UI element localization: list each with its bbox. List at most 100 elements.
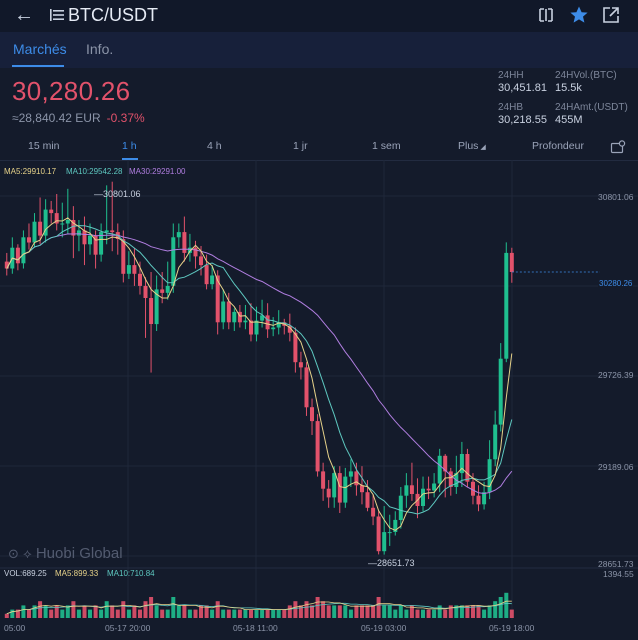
interval-1d[interactable]: 1 jr (293, 140, 308, 152)
volume-ma5-legend: MA5:899.33 (55, 569, 99, 578)
candle-body (232, 311, 237, 323)
ma10-line (6, 225, 513, 515)
chart-settings-icon[interactable] (610, 139, 626, 155)
menu-icon[interactable] (50, 8, 64, 22)
candle-body (493, 424, 498, 460)
candle-body (448, 471, 453, 487)
candle-body (54, 213, 59, 224)
volume-bar (76, 609, 81, 618)
volume-bar (143, 601, 148, 618)
candlestick-chart[interactable] (0, 160, 638, 635)
candle-body (82, 230, 87, 245)
volume-bar (493, 601, 498, 618)
candle-body (132, 265, 137, 274)
candle-body (426, 488, 431, 491)
volume-bar (337, 605, 342, 618)
volume-bar (287, 605, 292, 618)
candle-body (376, 516, 381, 552)
tab-markets[interactable]: Marchés (13, 41, 67, 57)
ma5-legend: MA5:29910.17 (4, 167, 57, 176)
volume-bar (465, 605, 470, 618)
stat-24h-low-label: 24HB (498, 102, 524, 113)
candle-body (76, 230, 81, 236)
favorite-star-icon[interactable] (569, 5, 589, 25)
volume-ma10-legend: MA10:710.84 (107, 569, 155, 578)
volume-bar (71, 601, 76, 618)
top-bar: ← BTC/USDT (0, 0, 638, 32)
volume-bar (210, 609, 215, 618)
candle-body (260, 315, 265, 321)
last-price-tag: 30280.26 (598, 279, 634, 288)
volume-bar (215, 601, 220, 618)
ma10-legend: MA10:29542.28 (66, 167, 123, 176)
volume-bar (43, 605, 48, 618)
volume-bar (437, 605, 442, 618)
candle-body (326, 488, 331, 498)
share-icon[interactable] (601, 5, 621, 25)
candle-body (293, 332, 298, 363)
volume-bar (99, 609, 104, 618)
huobi-logo-icon: ⟡ (23, 546, 32, 561)
fullscreen-icon[interactable] (536, 5, 556, 25)
volume-bar (421, 609, 425, 618)
interval-1h[interactable]: 1 h (122, 140, 137, 152)
candle-body (465, 454, 470, 482)
candle-body (382, 532, 387, 552)
volume-bar (265, 609, 270, 618)
time-axis-label: 05-19 18:00 (489, 623, 535, 633)
volume-bar (154, 605, 159, 618)
volume-bar (243, 609, 248, 618)
volume-bar (182, 605, 187, 618)
volume-bar (149, 597, 154, 618)
candle-body (371, 507, 376, 517)
high-marker-label: —30801.06 (94, 189, 141, 199)
price-axis-label: 29189.06 (598, 462, 634, 472)
candle-body (49, 209, 54, 214)
candle-body (498, 358, 503, 425)
interval-1w[interactable]: 1 sem (372, 140, 401, 152)
volume-bar (110, 605, 115, 618)
volume-bar (260, 609, 265, 618)
triangle-down-icon: ◢ (478, 144, 486, 151)
watermark: ⊙ ⟡ Huobi Global (8, 545, 123, 562)
pair-title[interactable]: BTC/USDT (68, 5, 158, 25)
interval-more[interactable]: Plus ◢ (458, 140, 486, 152)
candle-body (432, 483, 437, 491)
candle-body (149, 298, 154, 324)
interval-15min[interactable]: 15 min (28, 140, 60, 152)
volume-bar (332, 605, 337, 618)
candle-body (298, 362, 303, 368)
interval-4h[interactable]: 4 h (207, 140, 222, 152)
time-axis-label: 05-18 11:00 (233, 623, 278, 633)
volume-bar (404, 609, 409, 618)
volume-bar (165, 609, 170, 618)
candle-body (99, 232, 104, 255)
time-axis-label: 05-19 03:00 (361, 623, 407, 633)
camera-icon[interactable]: ⊙ (8, 546, 19, 561)
back-arrow-icon[interactable]: ← (14, 4, 34, 26)
stat-24h-amount-value: 455M (555, 114, 583, 126)
tab-info[interactable]: Info. (86, 41, 114, 57)
candle-body (265, 315, 270, 330)
volume-bar (204, 605, 209, 618)
candle-body (215, 275, 220, 323)
volume-bar (487, 605, 492, 618)
candle-body (88, 235, 92, 245)
candle-body (226, 301, 231, 323)
stat-24h-amount-label: 24HAmt.(USDT) (555, 102, 628, 113)
volume-bar (398, 605, 403, 618)
high-marker-value: 30801.06 (103, 189, 141, 199)
time-axis-label: 05-17 20:00 (105, 623, 151, 633)
volume-bar (93, 605, 98, 618)
candle-body (421, 488, 425, 506)
interval-depth[interactable]: Profondeur (532, 140, 584, 152)
volume-bar (293, 601, 298, 618)
volume-bar (354, 605, 359, 618)
ma30-line (6, 233, 513, 495)
low-marker-value: 28651.73 (377, 558, 415, 568)
candle-body (60, 223, 65, 225)
volume-bar (482, 609, 487, 618)
candle-body (354, 471, 359, 486)
price-axis-label: 29726.39 (598, 370, 634, 380)
volume-bar (237, 609, 242, 618)
